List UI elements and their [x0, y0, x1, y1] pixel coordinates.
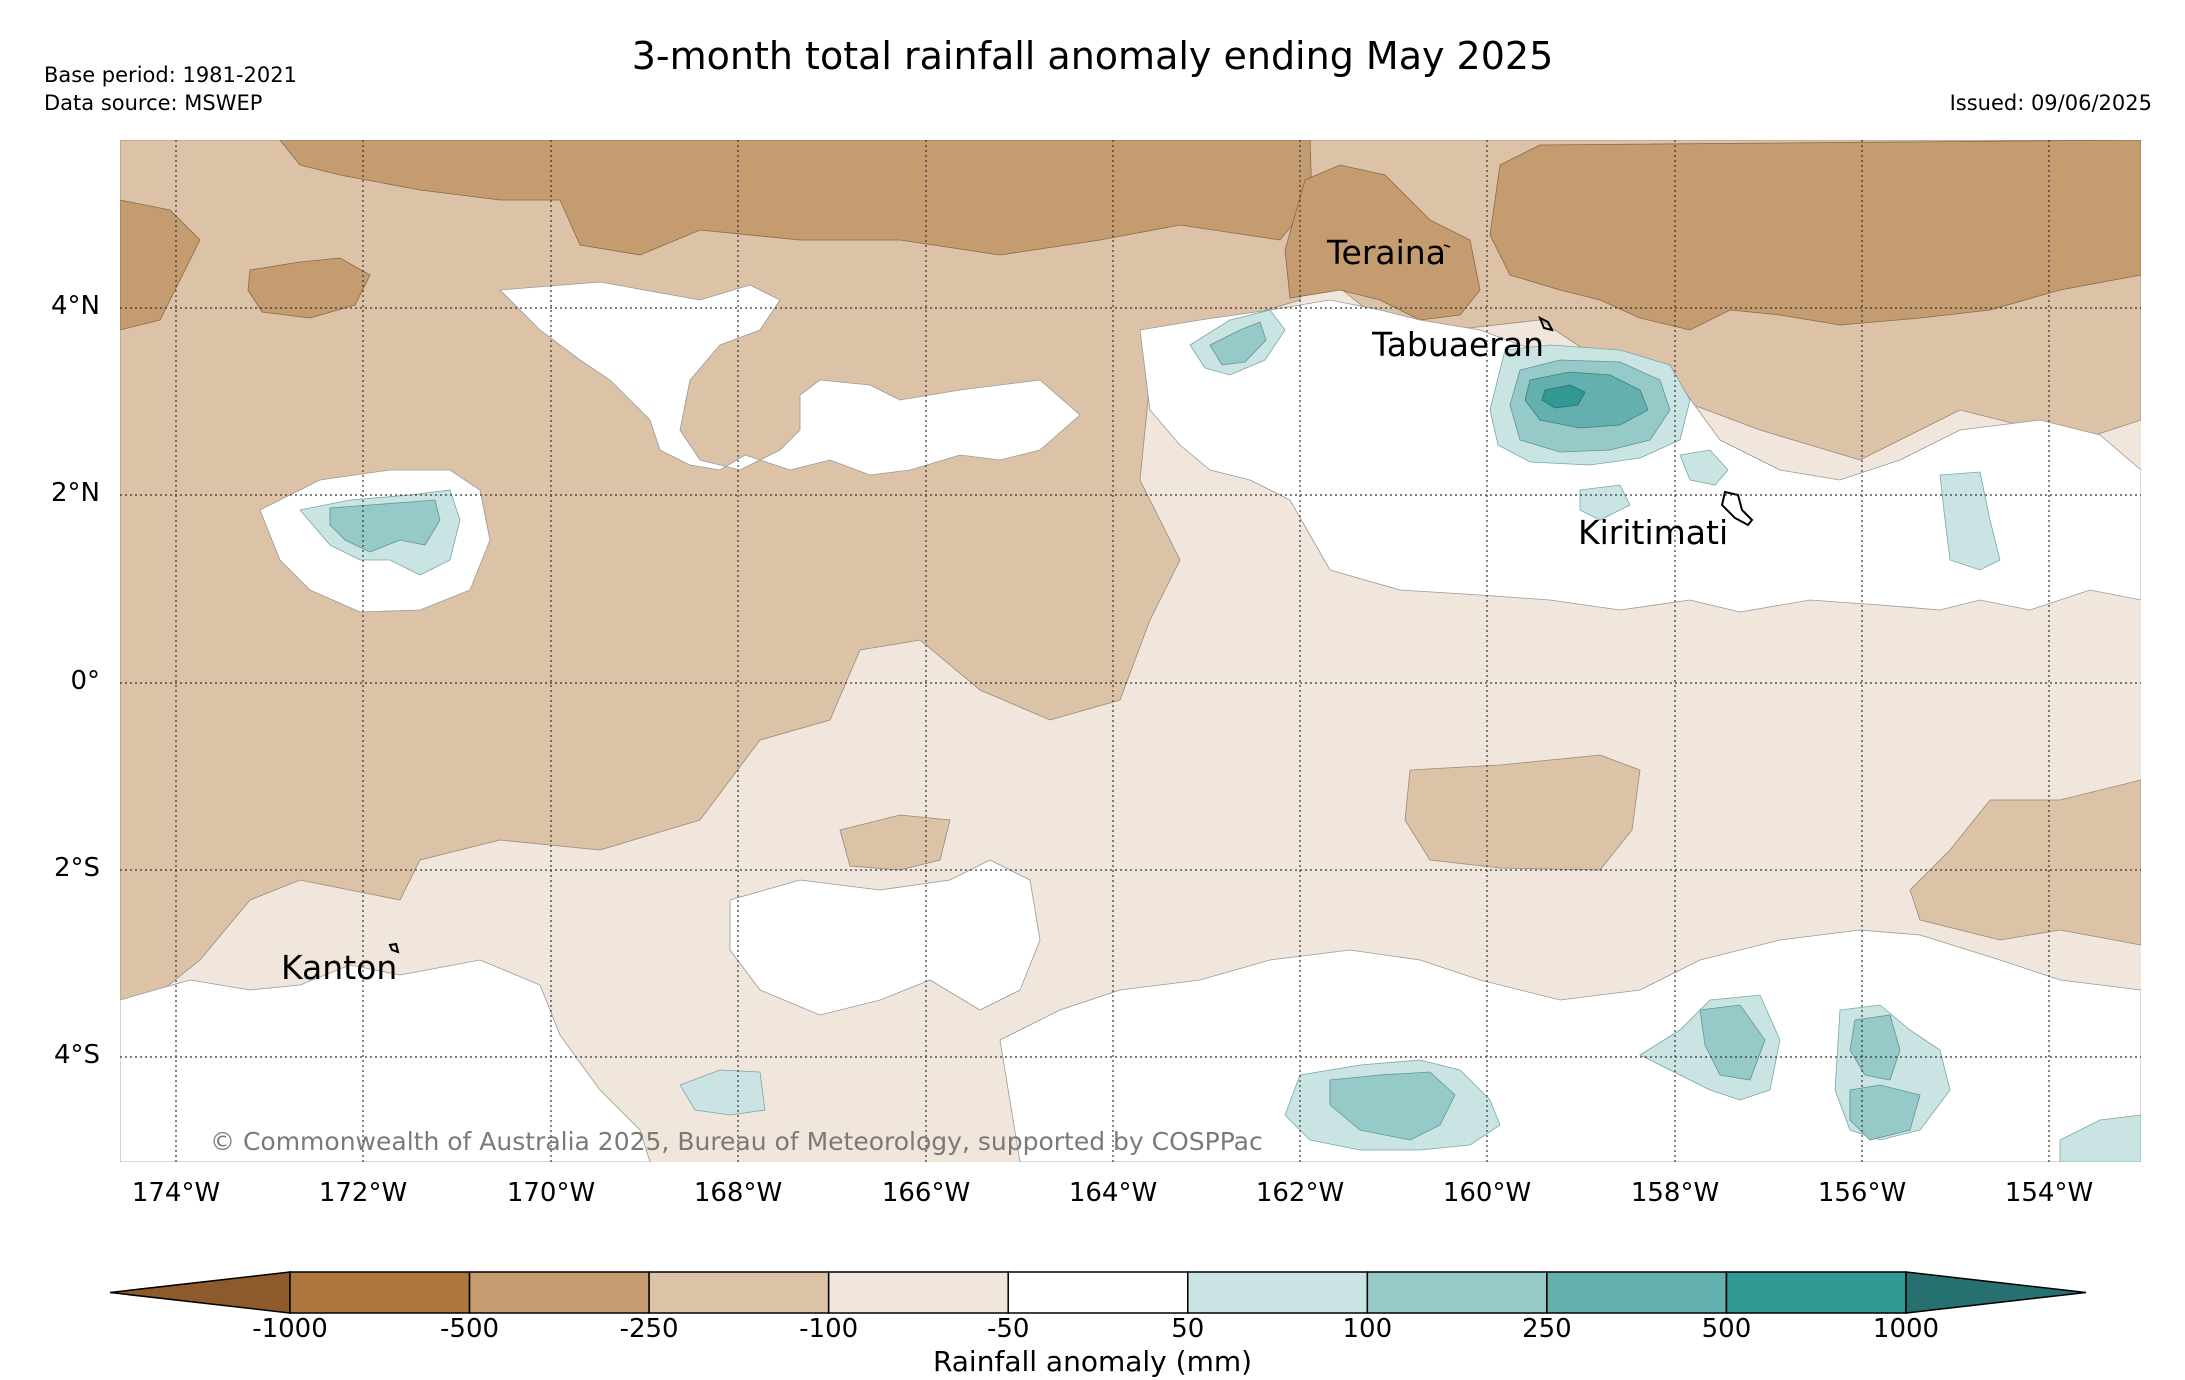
colorbar-tick-label: 500	[1701, 1314, 1752, 1344]
wet-region-south-east-a	[1699, 1004, 1766, 1081]
colorbar-segment	[1725, 1271, 1907, 1314]
longitude-label: 166°W	[881, 1178, 971, 1208]
colorbar-tick-label: -50	[986, 1314, 1030, 1344]
dry-region-mid-south	[839, 814, 951, 871]
slightly-wet-region-south-east-c	[2059, 1114, 2141, 1162]
colorbar-tick-label: 50	[1171, 1314, 1205, 1344]
graticule	[120, 140, 2141, 1162]
longitude-label: 160°W	[1442, 1178, 1532, 1208]
longitude-label: 164°W	[1068, 1178, 1158, 1208]
slightly-wet-region-east	[1939, 471, 2001, 571]
colorbar-tick-label: -100	[799, 1314, 859, 1344]
issued-date-label: Issued: 09/06/2025	[1949, 91, 2152, 115]
colorbar-tick-label: -500	[440, 1314, 500, 1344]
colorbar-tick-label: 1000	[1872, 1314, 1940, 1344]
longitude-label: 156°W	[1817, 1178, 1907, 1208]
longitude-label: 162°W	[1255, 1178, 1345, 1208]
longitude-label: 172°W	[318, 1178, 408, 1208]
teraina-island	[1443, 244, 1451, 248]
longitude-label: 168°W	[693, 1178, 783, 1208]
base-period-label: Base period: 1981-2021	[44, 63, 297, 87]
wet-region-south-center	[1329, 1071, 1456, 1141]
normal-region-south-west	[120, 959, 651, 1162]
very-dry-region-north-band	[279, 140, 1313, 256]
colorbar-segment	[1187, 1271, 1369, 1314]
latitude-label: 2°S	[53, 853, 100, 883]
slightly-wet-region-kiritimati-north	[1679, 449, 1729, 486]
colorbar-segment	[1007, 1271, 1189, 1314]
extremely-wet-region-tabuaeran	[1541, 384, 1586, 409]
map-title: 3-month total rainfall anomaly ending Ma…	[631, 34, 1554, 78]
colorbar	[109, 1271, 2087, 1314]
wet-region-south-east-c	[1849, 1084, 1921, 1141]
very-dry-region-west-small	[247, 257, 371, 319]
kiritimati-island	[1720, 490, 1754, 527]
colorbar-segment	[1546, 1271, 1728, 1314]
colorbar-tick-label: -1000	[252, 1314, 328, 1344]
dry-region-south-central	[1404, 754, 1641, 871]
slightly-wet-region-south-west	[679, 1069, 766, 1116]
dry-region-south-east	[1909, 779, 2141, 946]
colorbar-segment	[827, 1271, 1009, 1314]
tabuaeran-island	[1538, 315, 1554, 332]
longitude-label: 158°W	[1630, 1178, 1720, 1208]
place-label-tabuaeran: Tabuaeran	[1372, 325, 1545, 364]
very-wet-region-tabuaeran	[1524, 371, 1649, 429]
kanton-island	[388, 942, 400, 954]
latitude-label: 0°	[70, 666, 100, 696]
colorbar-title: Rainfall anomaly (mm)	[932, 1345, 1253, 1378]
place-label-kanton: Kanton	[281, 948, 398, 987]
wet-region-west	[329, 499, 441, 553]
longitude-label: 170°W	[506, 1178, 596, 1208]
colorbar-tick-label: -250	[619, 1314, 679, 1344]
colorbar-extend-high	[1905, 1271, 2087, 1314]
very-dry-region-north-east	[1489, 140, 2141, 331]
data-source-label: Data source: MSWEP	[44, 91, 263, 115]
normal-region-south-central	[729, 859, 1041, 1016]
latitude-label: 2°N	[51, 478, 100, 508]
latitude-label: 4°S	[53, 1040, 100, 1070]
longitude-label: 154°W	[2004, 1178, 2094, 1208]
colorbar-segment	[289, 1271, 471, 1314]
normal-region-north-strip	[499, 281, 1081, 476]
colorbar-segment	[1366, 1271, 1548, 1314]
colorbar-tick-label: 250	[1522, 1314, 1572, 1344]
place-label-teraina: Teraina	[1327, 233, 1446, 272]
colorbar-tick-label: 100	[1342, 1314, 1393, 1344]
very-dry-region-teraina	[1284, 164, 1481, 321]
very-dry-region-north-west	[120, 199, 201, 331]
place-label-kiritimati: Kiritimati	[1578, 513, 1729, 552]
slightly-wet-region-kiritimati-west	[1579, 484, 1631, 521]
latitude-label: 4°N	[51, 291, 100, 321]
copyright-notice: © Commonwealth of Australia 2025, Bureau…	[210, 1127, 1263, 1156]
anomaly-fill-layer	[120, 140, 2141, 1162]
colorbar-extend-low	[109, 1271, 291, 1314]
longitude-label: 174°W	[131, 1178, 221, 1208]
colorbar-segment	[468, 1271, 650, 1314]
colorbar-segment	[648, 1271, 830, 1314]
wet-region-north-center	[1209, 321, 1267, 366]
